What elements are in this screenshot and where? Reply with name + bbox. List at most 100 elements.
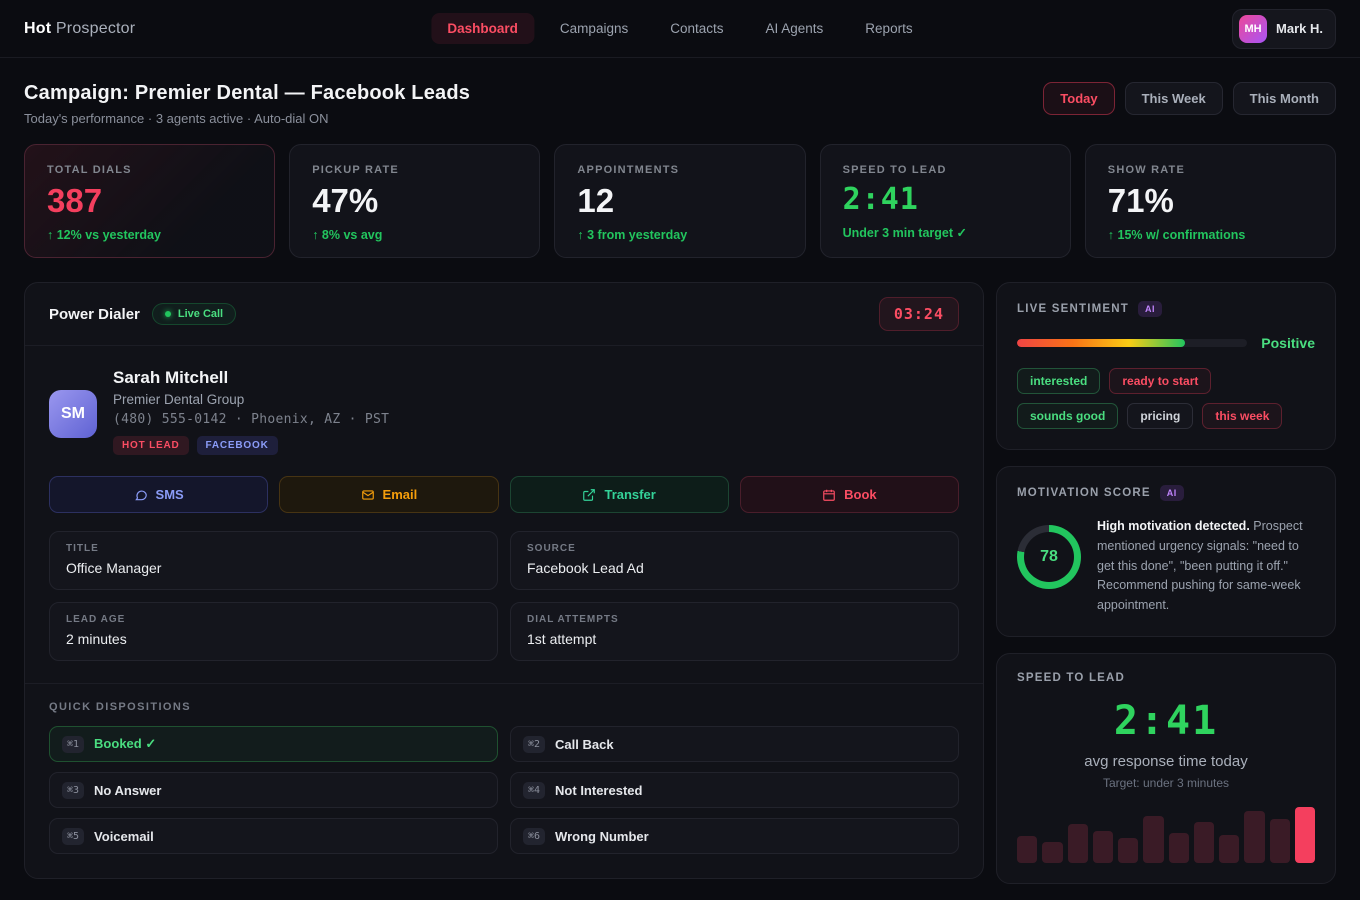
- external-arrow-icon: [583, 488, 596, 501]
- field-title: TITLE Office Manager: [49, 531, 498, 590]
- motivation-score-ring: 78: [1017, 525, 1081, 589]
- bar: [1017, 836, 1038, 863]
- sentiment-tags: interested ready to start sounds good pr…: [1017, 368, 1315, 429]
- sms-button[interactable]: SMS: [49, 476, 269, 513]
- stat-label: PICKUP RATE: [312, 164, 399, 176]
- top-bar: Hot Prospector Dashboard Campaigns Conta…: [0, 0, 1360, 58]
- bar: [1067, 824, 1088, 863]
- hotkey-badge: ⌘6: [523, 827, 546, 845]
- field-source: SOURCE Facebook Lead Ad: [510, 531, 959, 590]
- speed-title: SPEED TO LEAD: [1017, 671, 1126, 684]
- sms-label: SMS: [155, 487, 184, 502]
- bar: [1042, 842, 1063, 863]
- motivation-body: Prospect mentioned urgency signals: "nee…: [1097, 519, 1303, 612]
- field-label: SOURCE: [527, 543, 576, 554]
- field-value: 2 minutes: [66, 631, 127, 647]
- facebook-badge: FACEBOOK: [196, 436, 278, 455]
- disposition-label: Booked ✓: [94, 736, 157, 751]
- calendar-icon: [823, 489, 835, 501]
- disposition-booked[interactable]: ⌘1 Booked ✓: [49, 726, 498, 762]
- field-label: TITLE: [66, 543, 99, 554]
- book-button[interactable]: Book: [739, 476, 959, 513]
- user-avatar: MH: [1239, 14, 1268, 43]
- range-toggle: Today This Week This Month: [1043, 82, 1336, 115]
- lead-fields: TITLE Office Manager SOURCE Facebook Lea…: [49, 531, 959, 661]
- user-menu[interactable]: MH Mark H.: [1232, 8, 1336, 49]
- brand-bold: Hot: [24, 19, 52, 37]
- stat-delta: ↑ 8% vs avg: [312, 227, 383, 242]
- stat-value: 12: [577, 182, 615, 219]
- motivation-title: MOTIVATION SCORE: [1017, 487, 1151, 499]
- bar: [1269, 819, 1290, 863]
- tag-pricing: pricing: [1127, 403, 1194, 429]
- page-subtitle: Today's performance · 3 agents active · …: [24, 111, 329, 126]
- stat-pickup-rate: PICKUP RATE 47% ↑ 8% vs avg: [289, 144, 541, 258]
- quick-dispositions-title: QUICK DISPOSITIONS: [49, 701, 191, 713]
- hotkey-badge: ⌘4: [523, 781, 546, 799]
- live-call-label: Live Call: [177, 308, 224, 320]
- stat-cards: TOTAL DIALS 387 ↑ 12% vs yesterday PICKU…: [24, 144, 1336, 258]
- speed-to-lead-panel: SPEED TO LEAD 2:41 avg response time tod…: [996, 652, 1336, 884]
- disposition-wrong-number[interactable]: ⌘6 Wrong Number: [510, 818, 959, 854]
- envelope-icon: [361, 489, 374, 500]
- range-today[interactable]: Today: [1043, 82, 1115, 115]
- disposition-no-answer[interactable]: ⌘3 No Answer: [49, 772, 498, 808]
- stat-value: 71%: [1107, 182, 1174, 219]
- contact-badges: HOT LEAD FACEBOOK: [113, 436, 389, 455]
- range-this-month[interactable]: This Month: [1232, 82, 1336, 115]
- stat-label: APPOINTMENTS: [577, 164, 680, 176]
- field-dial-attempts: DIAL ATTEMPTS 1st attempt: [510, 602, 959, 661]
- main-nav: Dashboard Campaigns Contacts AI Agents R…: [431, 13, 928, 44]
- contact-phone-line: (480) 555-0142 · Phoenix, AZ · PST: [113, 412, 390, 427]
- motivation-score-value: 78: [1040, 548, 1058, 565]
- bar: [1143, 816, 1164, 863]
- contact-avatar: SM: [49, 390, 97, 438]
- bar: [1193, 822, 1214, 863]
- sentiment-value: Positive: [1261, 335, 1315, 351]
- stat-value: 2:41: [842, 182, 919, 217]
- bar: [1244, 811, 1265, 863]
- email-button[interactable]: Email: [279, 476, 499, 513]
- nav-dashboard[interactable]: Dashboard: [431, 13, 534, 44]
- nav-contacts[interactable]: Contacts: [670, 21, 724, 36]
- disposition-call-back[interactable]: ⌘2 Call Back: [510, 726, 959, 762]
- motivation-lead: High motivation detected.: [1097, 519, 1250, 533]
- response-time-bar-chart: [1017, 806, 1315, 863]
- stat-speed-to-lead: SPEED TO LEAD 2:41 Under 3 min target ✓: [819, 144, 1071, 258]
- tag-sounds-good: sounds good: [1017, 403, 1119, 429]
- disposition-voicemail[interactable]: ⌘5 Voicemail: [49, 818, 498, 854]
- field-label: LEAD AGE: [66, 614, 126, 625]
- speed-target: Target: under 3 minutes: [1102, 775, 1230, 790]
- nav-ai-agents[interactable]: AI Agents: [765, 21, 824, 36]
- motivation-summary: High motivation detected. Prospect menti…: [1097, 517, 1315, 616]
- chat-bubble-icon: [134, 490, 147, 500]
- hotkey-badge: ⌘5: [62, 827, 85, 845]
- motivation-score-panel: MOTIVATION SCORE AI 78 High motivation d…: [996, 466, 1336, 637]
- speed-value: 2:41: [1113, 697, 1219, 744]
- bar: [1118, 838, 1139, 863]
- stat-label: TOTAL DIALS: [47, 164, 132, 176]
- range-this-week[interactable]: This Week: [1124, 82, 1223, 115]
- nav-reports[interactable]: Reports: [865, 21, 913, 36]
- ai-badge: AI: [1159, 485, 1184, 501]
- disposition-not-interested[interactable]: ⌘4 Not Interested: [510, 772, 959, 808]
- sentiment-title: LIVE SENTIMENT: [1017, 303, 1130, 315]
- brand-logo[interactable]: Hot Prospector: [24, 20, 135, 38]
- disposition-label: No Answer: [94, 782, 162, 798]
- hotkey-badge: ⌘1: [62, 735, 85, 753]
- ai-badge: AI: [1138, 301, 1163, 317]
- transfer-button[interactable]: Transfer: [509, 476, 729, 513]
- contact-name: Sarah Mitchell: [113, 368, 229, 387]
- stat-delta: ↑ 12% vs yesterday: [47, 227, 161, 242]
- power-dialer-panel: Power Dialer Live Call 03:24 SM Sarah Mi…: [24, 282, 984, 879]
- hotkey-badge: ⌘3: [62, 781, 85, 799]
- field-label: DIAL ATTEMPTS: [527, 614, 619, 625]
- stat-delta: ↑ 3 from yesterday: [577, 227, 688, 242]
- field-value: Office Manager: [66, 560, 162, 576]
- live-dot-icon: [164, 311, 171, 317]
- tag-this-week: this week: [1202, 403, 1283, 429]
- stat-show-rate: SHOW RATE 71% ↑ 15% w/ confirmations: [1084, 144, 1336, 258]
- nav-campaigns[interactable]: Campaigns: [559, 21, 629, 36]
- stat-value: 47%: [312, 182, 379, 219]
- tag-interested: interested: [1017, 368, 1101, 394]
